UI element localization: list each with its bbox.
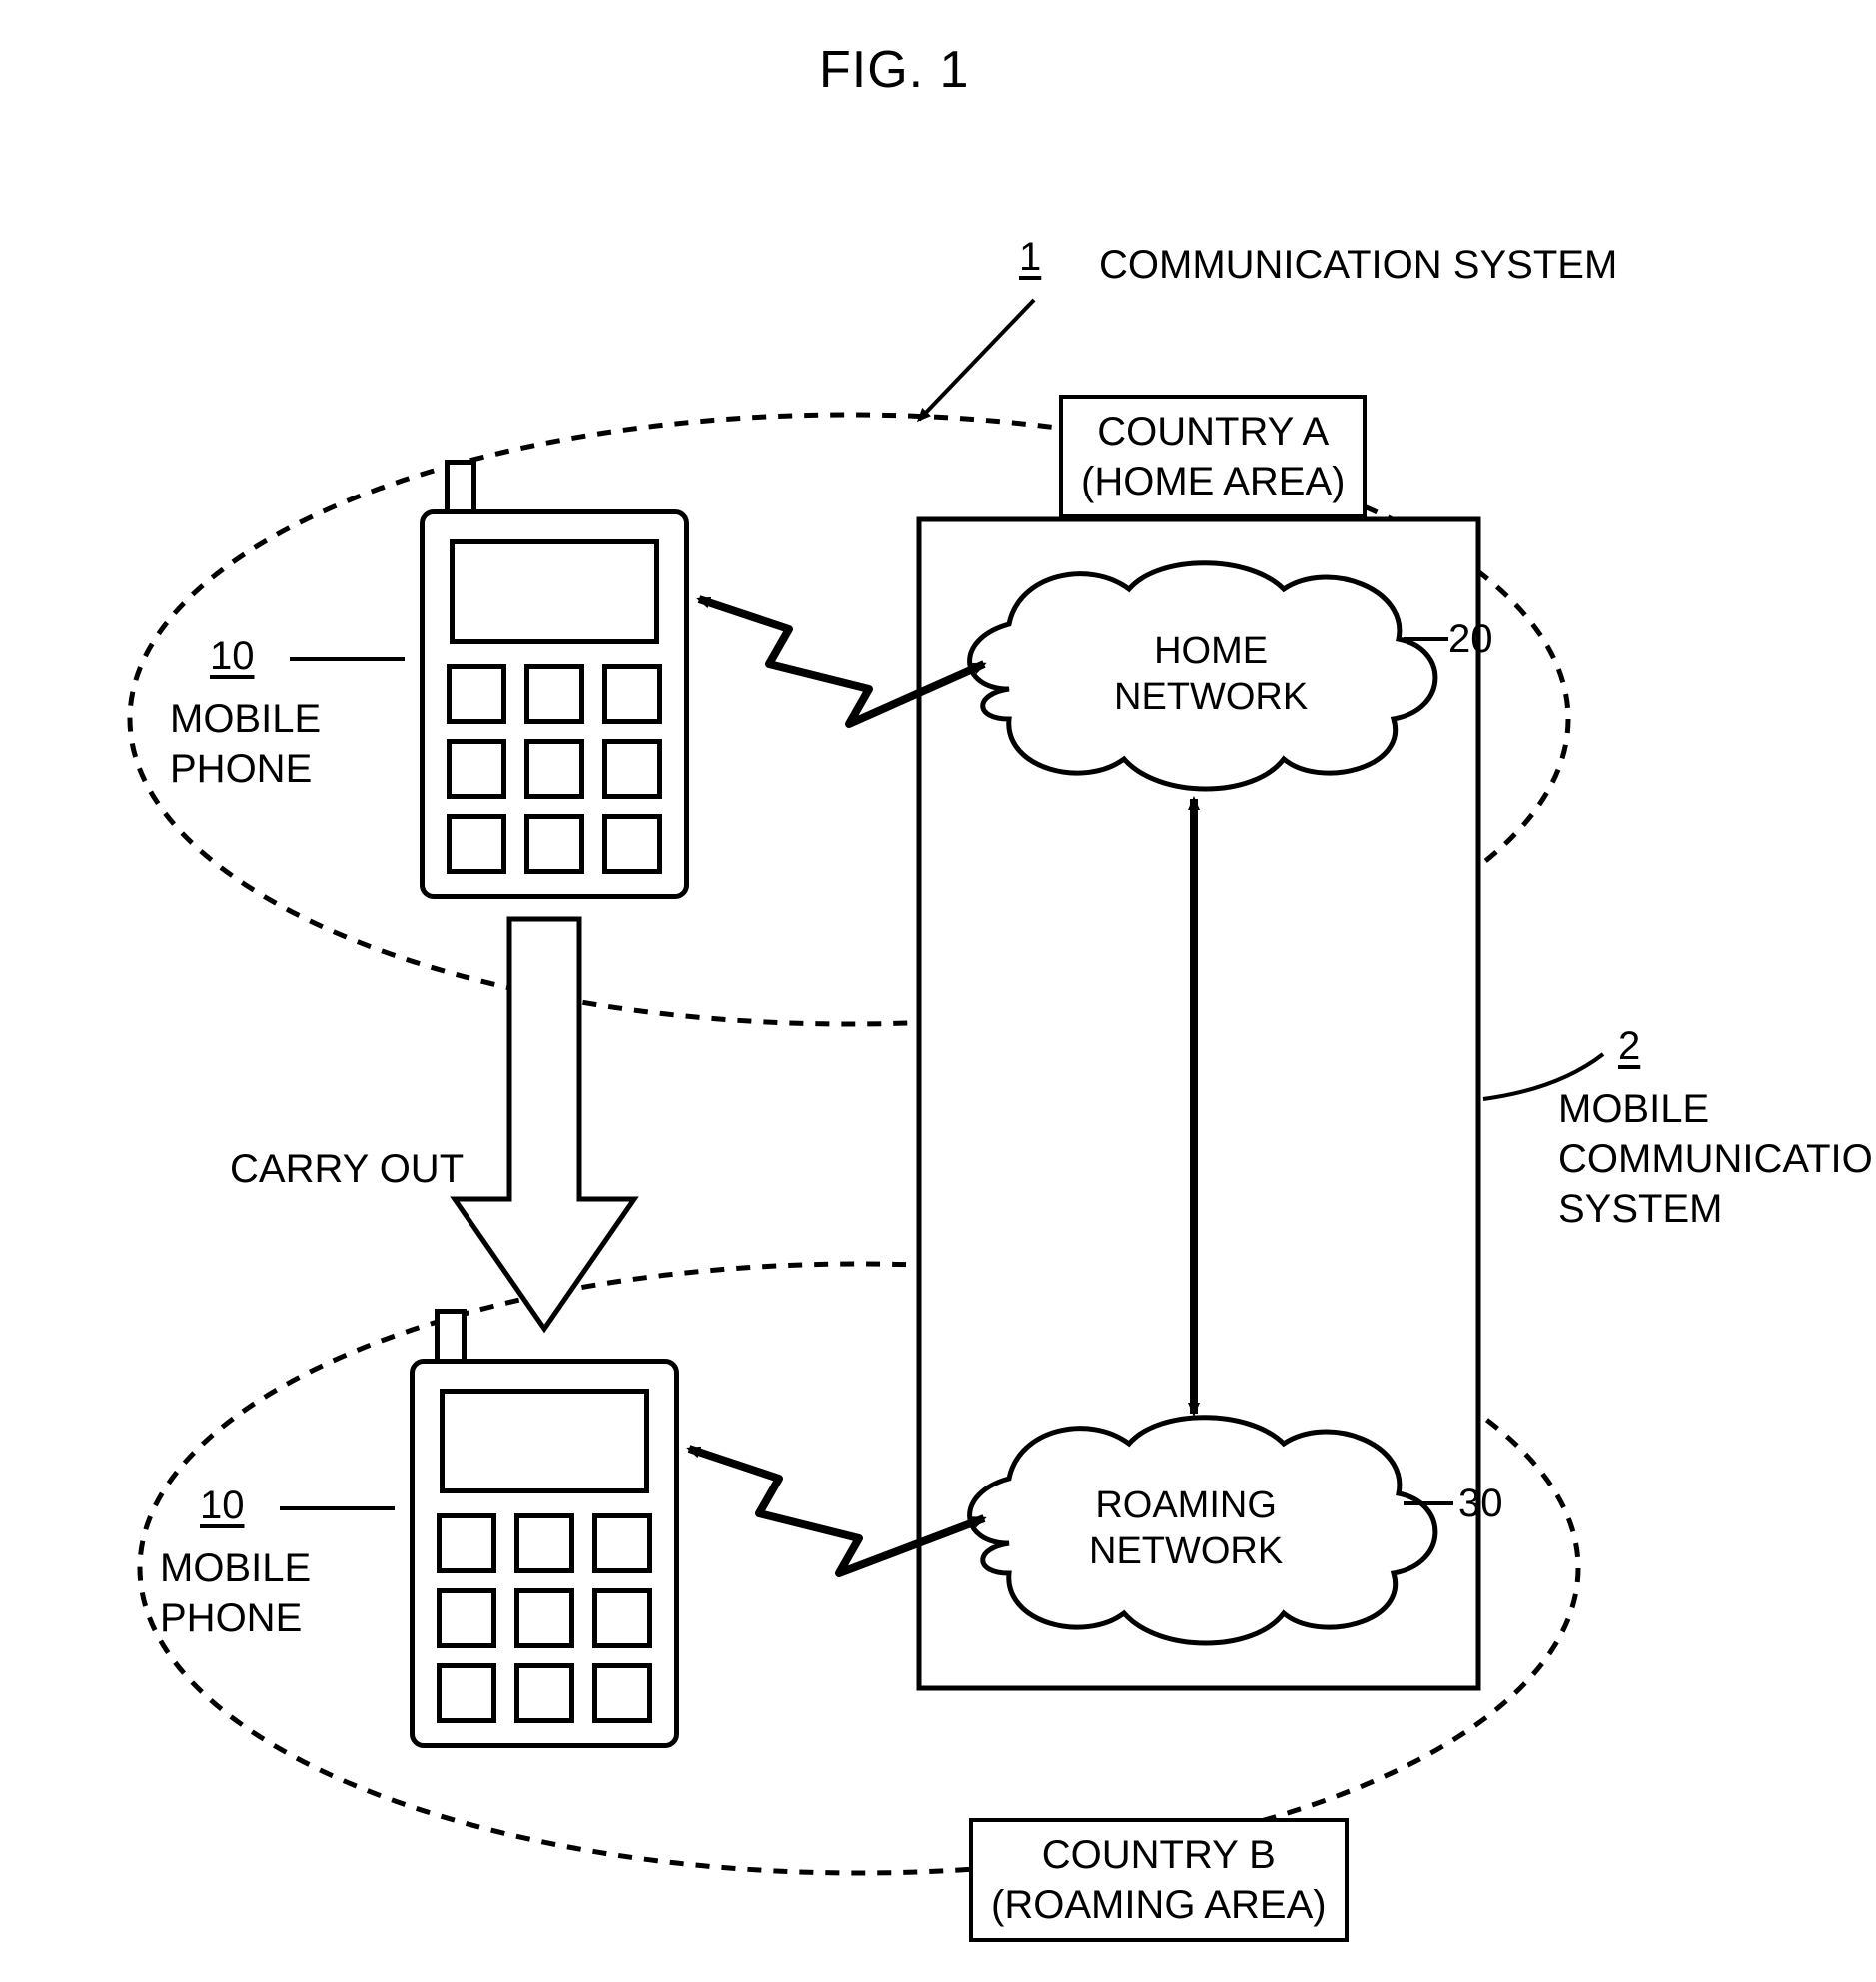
ref-num-home-net: 20 <box>1448 614 1493 664</box>
figure-canvas: FIG. 1 <box>0 0 1876 1982</box>
phone-bottom-key <box>514 1588 574 1648</box>
phone-top-key <box>602 814 662 874</box>
phone-bottom-screen <box>440 1389 649 1493</box>
ref-label-phone-bottom: MOBILE PHONE <box>160 1543 311 1643</box>
phone-bottom-key <box>592 1588 652 1648</box>
phone-bottom-key <box>437 1663 496 1723</box>
ref-num-phone-top: 10 <box>210 634 255 679</box>
phone-top-key <box>447 664 506 724</box>
ref-num-roam-net: 30 <box>1458 1479 1503 1528</box>
phone-top-key <box>602 739 662 799</box>
country-b-line1: COUNTRY B <box>1042 1833 1276 1877</box>
phone-top-screen <box>450 539 659 644</box>
ref-num-1: 1 <box>1019 235 1041 280</box>
country-a-line1: COUNTRY A <box>1097 410 1329 454</box>
ref-label-phone-top: MOBILE PHONE <box>170 694 321 794</box>
phone-top-key <box>524 814 584 874</box>
phone-top-key <box>447 739 506 799</box>
cloud-home-label: HOME NETWORK <box>1114 629 1308 720</box>
phone-bottom-key <box>437 1588 496 1648</box>
phone-bottom-key <box>592 1663 652 1723</box>
country-a-line2: (HOME AREA) <box>1081 460 1345 503</box>
phone-bottom-key <box>514 1513 574 1573</box>
phone-bottom-key <box>514 1663 574 1723</box>
phone-top-key <box>602 664 662 724</box>
country-b-label-box: COUNTRY B (ROAMING AREA) <box>969 1818 1349 1942</box>
cloud-roaming-label: ROAMING NETWORK <box>1089 1484 1283 1574</box>
phone-top-key <box>524 739 584 799</box>
country-a-label-box: COUNTRY A (HOME AREA) <box>1059 395 1367 518</box>
carry-out-label: CARRY OUT <box>230 1144 464 1194</box>
country-b-line2: (ROAMING AREA) <box>991 1883 1327 1927</box>
ref-num-phone-bottom: 10 <box>200 1484 245 1528</box>
diagram-svg <box>0 0 1876 1982</box>
ref-num-2: 2 <box>1618 1024 1640 1069</box>
phone-bottom-key <box>437 1513 496 1573</box>
ref-label-2: MOBILE COMMUNICATION SYSTEM <box>1558 1084 1876 1234</box>
ref-label-1: COMMUNICATION SYSTEM <box>1099 240 1617 290</box>
phone-top-key <box>524 664 584 724</box>
phone-bottom-key <box>592 1513 652 1573</box>
phone-top-key <box>447 814 506 874</box>
leader-ref-1 <box>919 300 1034 420</box>
